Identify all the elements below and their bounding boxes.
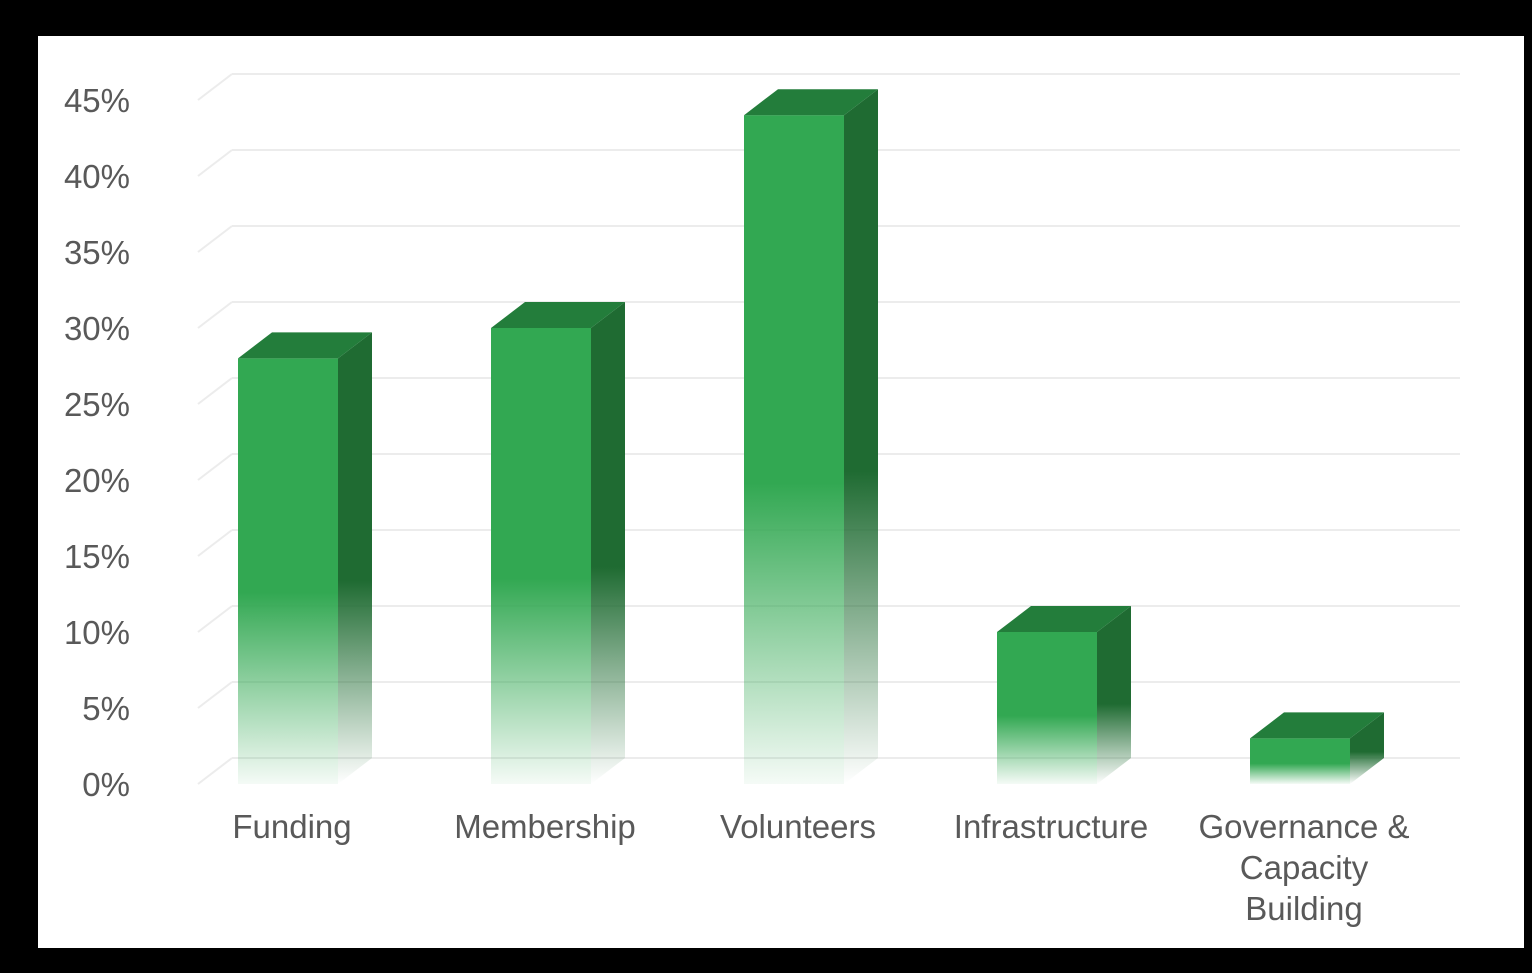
y-tick-label: 15% [64,538,130,575]
y-tick-label: 25% [64,386,130,423]
y-tick-label: 20% [64,462,130,499]
bar [744,89,878,784]
x-category-label: Volunteers [720,808,876,845]
x-category-label: Infrastructure [954,808,1148,845]
bar [238,332,372,784]
x-category-label: Membership [454,808,636,845]
gridline [197,73,1460,101]
x-axis-category-labels: Funding Membership Volunteers Infrastructur… [232,808,1409,927]
y-tick-label: 5% [82,690,130,727]
y-tick-label: 10% [64,614,130,651]
bar-chart: 0% 5% 10% 15% 20% 25% 30% 35% 40% 45% Funding Memb… [64,73,1460,927]
y-tick-label: 40% [64,158,130,195]
bar [1250,712,1384,784]
x-category-label: Governance & Capacity Building [1199,808,1410,927]
y-tick-label: 35% [64,234,130,271]
bar [491,302,625,784]
y-axis-tick-labels: 0% 5% 10% 15% 20% 25% 30% 35% 40% 45% [64,82,130,803]
y-tick-label: 45% [64,82,130,119]
x-category-label: Funding [232,808,351,845]
y-tick-label: 30% [64,310,130,347]
bar [997,606,1131,784]
chart-panel: 0% 5% 10% 15% 20% 25% 30% 35% 40% 45% Funding Memb… [38,36,1524,948]
bars [238,89,1384,784]
y-tick-label: 0% [82,766,130,803]
